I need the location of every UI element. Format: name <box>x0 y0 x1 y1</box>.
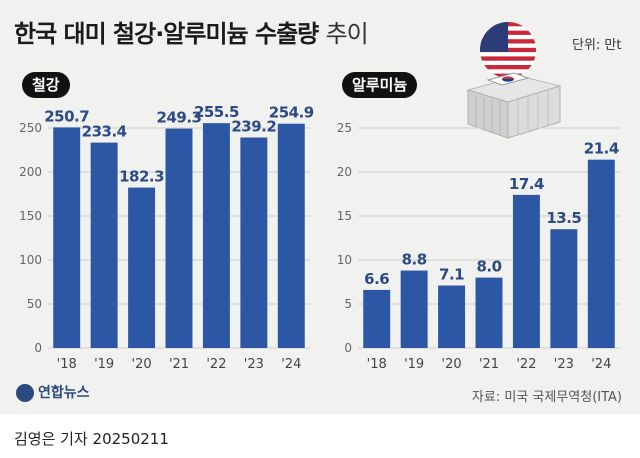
aluminum-x-tick-label: '22 <box>516 357 536 372</box>
steel-x-tick-label: '18 <box>57 357 77 372</box>
steel-value-label: 255.5 <box>194 103 239 121</box>
aluminum-value-label: 7.1 <box>439 266 464 284</box>
steel-x-tick-label: '23 <box>244 357 264 372</box>
aluminum-value-label: 8.0 <box>476 258 501 276</box>
aluminum-y-tick-label: 25 <box>337 121 352 135</box>
steel-y-tick-label: 50 <box>27 297 42 311</box>
aluminum-bar <box>587 159 615 348</box>
aluminum-x-tick-label: '23 <box>554 357 574 372</box>
steel-x-tick-label: '24 <box>281 357 301 372</box>
aluminum-y-tick-label: 15 <box>337 209 352 223</box>
steel-y-tick-label: 100 <box>19 253 42 267</box>
aluminum-y-tick-label: 5 <box>344 297 352 311</box>
aluminum-y-tick-label: 20 <box>337 165 352 179</box>
aluminum-x-tick-label: '19 <box>404 357 424 372</box>
aluminum-bar <box>438 285 466 348</box>
aluminum-bar <box>475 277 503 348</box>
steel-bar <box>240 137 268 348</box>
aluminum-bar <box>512 194 540 348</box>
steel-value-label: 239.2 <box>231 118 276 136</box>
aluminum-value-label: 6.6 <box>364 270 389 288</box>
aluminum-x-tick-label: '24 <box>591 357 611 372</box>
aluminum-x-tick-label: '18 <box>367 357 387 372</box>
charts: 050100150200250250.7'18233.4'19182.3'202… <box>19 103 620 372</box>
logo-text: 연합뉴스 <box>38 385 90 401</box>
steel-y-tick-label: 200 <box>19 165 42 179</box>
steel-value-label: 182.3 <box>119 168 164 186</box>
container-icon <box>466 75 562 139</box>
aluminum-chart-label: 알루미늄 <box>342 72 418 98</box>
steel-bar <box>128 187 156 348</box>
steel-bar <box>90 142 118 348</box>
aluminum-y-tick-label: 10 <box>337 253 352 267</box>
steel-value-label: 254.9 <box>269 104 314 122</box>
steel-x-tick-label: '21 <box>169 357 189 372</box>
korea-flag-icon <box>486 72 530 86</box>
aluminum-x-tick-label: '21 <box>479 357 499 372</box>
flag-container-illustration <box>466 22 562 139</box>
steel-bar <box>53 127 81 348</box>
aluminum-bar <box>400 270 428 348</box>
steel-value-label: 233.4 <box>82 123 127 141</box>
steel-x-tick-label: '20 <box>132 357 152 372</box>
steel-x-tick-label: '19 <box>94 357 114 372</box>
steel-y-tick-label: 0 <box>34 341 42 355</box>
aluminum-bar <box>363 289 391 348</box>
steel-x-tick-label: '22 <box>206 357 226 372</box>
steel-y-tick-label: 250 <box>19 121 42 135</box>
aluminum-x-tick-label: '20 <box>442 357 462 372</box>
aluminum-value-label: 17.4 <box>509 175 544 193</box>
steel-bar <box>277 123 305 348</box>
aluminum-bar <box>550 229 578 348</box>
aluminum-value-label: 8.8 <box>402 251 427 269</box>
aluminum-chart: 0 5 10 15 20 25 6.6 '18 8.8 '19 7.1 '20 8.0 '21 17.4 '2… <box>337 121 620 372</box>
us-flag-icon <box>480 22 536 78</box>
steel-chart-label: 철강 <box>22 72 70 98</box>
byline: 김영은 기자 20250211 <box>14 430 169 448</box>
steel-value-label: 249.3 <box>157 109 202 127</box>
aluminum-y-tick-label: 0 <box>344 341 352 355</box>
aluminum-value-label: 21.4 <box>584 140 619 158</box>
steel-bar <box>165 128 193 348</box>
steel-value-label: 250.7 <box>44 107 89 125</box>
publisher-logo: 연합뉴스 <box>16 382 90 402</box>
logo-icon <box>16 384 34 402</box>
aluminum-value-label: 13.5 <box>546 209 581 227</box>
unit-label: 단위: 만t <box>572 38 622 53</box>
steel-y-tick-label: 150 <box>19 209 42 223</box>
steel-bar <box>202 123 230 348</box>
page-title: 한국 대미 철강·알루미늄 수출량 추이 <box>14 14 369 49</box>
title-suffix: 추이 <box>325 20 369 48</box>
title-main: 한국 대미 철강·알루미늄 수출량 <box>14 20 319 48</box>
source-note: 자료: 미국 국제무역청(ITA) <box>471 390 622 405</box>
